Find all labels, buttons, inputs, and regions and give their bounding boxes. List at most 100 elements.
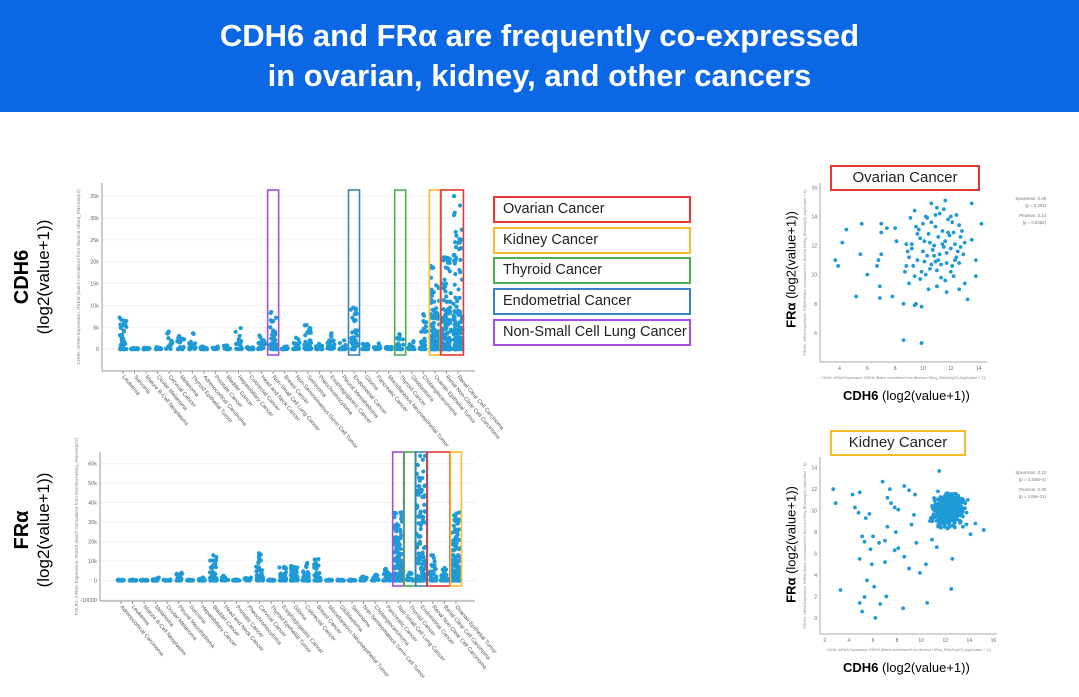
data-point	[877, 296, 882, 300]
data-point	[187, 347, 192, 352]
data-point	[331, 338, 336, 343]
data-point	[833, 501, 838, 506]
data-point	[364, 344, 369, 349]
data-point	[452, 258, 457, 263]
data-point	[118, 322, 123, 327]
data-point	[933, 224, 938, 229]
data-point	[124, 324, 129, 329]
data-point	[958, 234, 963, 239]
data-point	[441, 285, 446, 291]
scatter-plot-2: 6 8 10 12 14 16 4 6 8 10 12 14 CDH6: mRNA Expression…	[803, 183, 1047, 380]
data-point	[456, 336, 462, 341]
data-point	[454, 233, 459, 238]
data-point	[933, 259, 938, 264]
data-point	[222, 577, 227, 583]
data-point	[442, 277, 447, 282]
data-point	[942, 515, 946, 520]
data-point	[948, 246, 953, 251]
data-point	[329, 346, 334, 351]
data-point	[940, 229, 945, 233]
data-point	[941, 245, 946, 249]
data-point	[445, 260, 450, 265]
data-point	[117, 577, 122, 583]
data-point	[893, 226, 898, 231]
data-point	[979, 221, 984, 226]
data-point	[336, 577, 341, 583]
data-point	[306, 330, 312, 335]
data-point	[458, 257, 463, 263]
data-point	[880, 479, 885, 484]
data-point	[926, 232, 931, 236]
data-point	[258, 334, 263, 340]
data-point	[416, 552, 422, 557]
data-point	[969, 201, 974, 206]
x-tick-label: 16	[991, 638, 997, 644]
data-point	[431, 320, 437, 325]
data-point	[833, 258, 838, 263]
data-point	[249, 346, 254, 351]
data-point	[921, 221, 925, 226]
legend-nsclc: Non-Small Cell Lung Cancer	[493, 319, 691, 346]
data-point	[400, 347, 405, 352]
data-point	[938, 525, 943, 529]
data-point	[885, 495, 890, 500]
data-point	[394, 577, 399, 583]
data-point	[937, 252, 942, 257]
data-point	[235, 347, 240, 352]
data-point	[190, 578, 195, 583]
data-point	[430, 564, 435, 569]
y-tick-label: -10000	[80, 598, 97, 604]
data-point	[946, 230, 950, 235]
data-point	[375, 346, 380, 351]
data-point	[244, 345, 249, 350]
data-point	[452, 326, 457, 331]
data-point	[191, 331, 196, 337]
x-tick-label: 10	[920, 366, 926, 372]
data-point	[965, 497, 970, 502]
data-point	[121, 322, 126, 327]
data-point	[884, 226, 889, 231]
data-point	[909, 246, 914, 251]
data-point	[451, 523, 456, 528]
data-point	[443, 256, 448, 262]
data-point	[175, 347, 180, 352]
data-point	[940, 242, 945, 247]
data-point	[418, 453, 423, 458]
data-point	[420, 475, 425, 481]
data-point	[930, 519, 935, 524]
data-point	[432, 559, 437, 564]
data-point	[398, 510, 403, 515]
data-point	[392, 566, 398, 571]
data-point	[384, 344, 390, 350]
data-point	[932, 243, 937, 248]
data-point	[328, 332, 334, 337]
data-point	[949, 513, 954, 518]
data-point	[944, 518, 949, 523]
data-point	[340, 577, 345, 582]
data-point	[964, 522, 969, 527]
data-point	[394, 547, 400, 552]
data-point	[274, 315, 279, 320]
data-point	[453, 245, 459, 250]
data-point	[853, 505, 857, 510]
data-point	[443, 315, 448, 321]
data-point	[433, 332, 439, 337]
data-point	[277, 565, 282, 570]
data-point	[451, 541, 457, 546]
data-point	[247, 578, 252, 583]
data-point	[447, 318, 452, 323]
data-point	[387, 574, 393, 579]
data-point	[454, 304, 459, 309]
data-point	[922, 239, 927, 244]
data-point	[430, 307, 435, 312]
data-point	[951, 230, 956, 235]
data-point	[930, 248, 935, 252]
strip-plot-1: -10000 0 10k 20k 30k 40k 50k 60k FOLR1: mRNA Exp…	[74, 437, 497, 680]
data-point	[914, 301, 918, 306]
legend-ovarian: Ovarian Cancer	[493, 196, 691, 223]
x-tick-label: 12	[942, 638, 948, 644]
data-point	[915, 258, 920, 263]
data-point	[860, 534, 865, 539]
correlation-stat: Spearman: 0.12	[1015, 470, 1046, 475]
data-point	[454, 511, 459, 516]
